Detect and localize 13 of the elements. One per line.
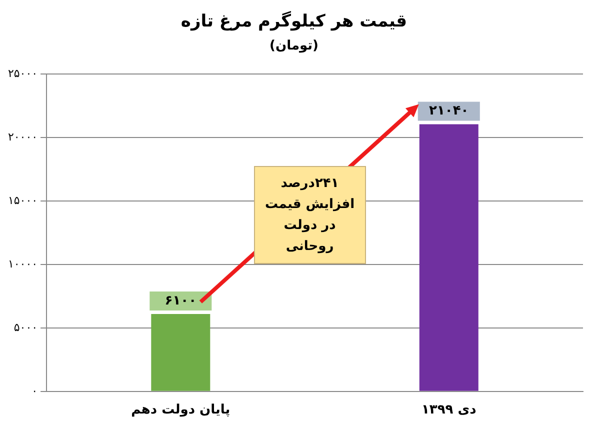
chart-title: قیمت هر کیلوگرم مرغ تازه <box>180 10 408 32</box>
x-tick-label: دی ۱۳۹۹ <box>421 402 477 418</box>
y-tick-label: ۱۰۰۰۰ <box>8 257 38 270</box>
y-tick-label: ۲۵۰۰۰ <box>8 66 38 80</box>
y-tick-label: ۵۰۰۰ <box>14 320 38 334</box>
y-tick-label: ۰ <box>32 384 38 398</box>
y-tick-label: ۱۵۰۰۰ <box>8 194 38 207</box>
data-label: ۲۱۰۴۰ <box>429 104 469 119</box>
data-label: ۶۱۰۰ <box>164 293 197 308</box>
y-tick-label: ۲۰۰۰۰ <box>8 130 38 144</box>
x-tick-label: پایان دولت دهم <box>131 402 230 418</box>
chart-subtitle: (تومان) <box>270 38 318 54</box>
annotation: ۲۴۱درصد افزایش قیمت در دولت روحانی <box>254 166 366 264</box>
